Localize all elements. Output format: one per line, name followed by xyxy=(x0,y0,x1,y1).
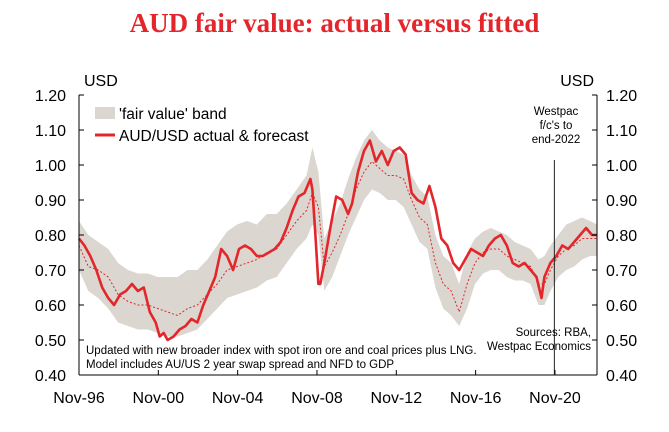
forecast-note: Westpac xyxy=(534,106,579,118)
x-tick-label: Nov-04 xyxy=(212,390,264,407)
x-tick-label: Nov-12 xyxy=(371,390,423,407)
aud-usd-actual-line xyxy=(77,139,597,342)
y-tick-label-left: 0.70 xyxy=(35,263,66,280)
footnote: Updated with new broader index with spot… xyxy=(86,345,477,357)
y-tick-label-right: 0.50 xyxy=(606,333,637,350)
chart-title: AUD fair value: actual versus fitted xyxy=(129,8,540,38)
actual-line-layer xyxy=(77,139,597,342)
axes: 0.40 0.40 0.50 0.50 0.60 0.60 0.70 0.70 0.80 0.80… xyxy=(35,73,637,407)
forecast-note: f/c's to xyxy=(540,120,573,132)
forecast-note: end-2022 xyxy=(532,134,581,146)
annotations: Westpac f/c's to end-2022 Sources: RBA, West… xyxy=(86,106,591,375)
y-tick-label-left: 1.20 xyxy=(35,88,66,105)
x-tick-label: Nov-16 xyxy=(450,390,502,407)
y-tick-label-right: 0.80 xyxy=(606,228,637,245)
x-tick-label: Nov-20 xyxy=(529,390,581,407)
legend-band-label: 'fair value' band xyxy=(119,106,227,123)
y-tick-label-right: 0.90 xyxy=(606,193,637,210)
legend-actual-label: AUD/USD actual & forecast xyxy=(119,128,309,145)
y-tick-label-left: 0.80 xyxy=(35,228,66,245)
x-tick-label: Nov-96 xyxy=(53,390,105,407)
y-tick-label-left: 0.90 xyxy=(35,193,66,210)
y-tick-label-left: 1.10 xyxy=(35,123,66,140)
sources-note: Westpac Economics xyxy=(487,341,591,353)
y-tick-label-right: 0.70 xyxy=(606,263,637,280)
footnote: Model includes AU/US 2 year swap spread … xyxy=(86,359,394,371)
y-tick-label-left: 0.60 xyxy=(35,298,66,315)
y-tick-label-right: 1.20 xyxy=(606,88,637,105)
x-tick-label: Nov-00 xyxy=(133,390,185,407)
legend-band-swatch xyxy=(95,107,115,119)
fair-value-band xyxy=(79,130,597,337)
y-tick-label-right: 1.00 xyxy=(606,158,637,175)
y-tick-label-right: 1.10 xyxy=(606,123,637,140)
sources-note: Sources: RBA, xyxy=(516,327,591,339)
y-axis-unit-left: USD xyxy=(84,73,118,90)
fitted-line-layer xyxy=(78,160,597,317)
legend: 'fair value' band AUD/USD actual & foreca… xyxy=(95,106,309,145)
y-tick-label-right: 0.60 xyxy=(606,298,637,315)
y-tick-label-right: 0.40 xyxy=(606,368,637,385)
fitted-value-line xyxy=(78,160,597,317)
fair-value-band-layer xyxy=(79,130,597,337)
y-tick-label-left: 0.50 xyxy=(35,333,66,350)
y-axis-unit-right: USD xyxy=(560,73,594,90)
y-tick-label-left: 0.40 xyxy=(35,368,66,385)
y-tick-label-left: 1.00 xyxy=(35,158,66,175)
x-tick-label: Nov-08 xyxy=(291,390,343,407)
